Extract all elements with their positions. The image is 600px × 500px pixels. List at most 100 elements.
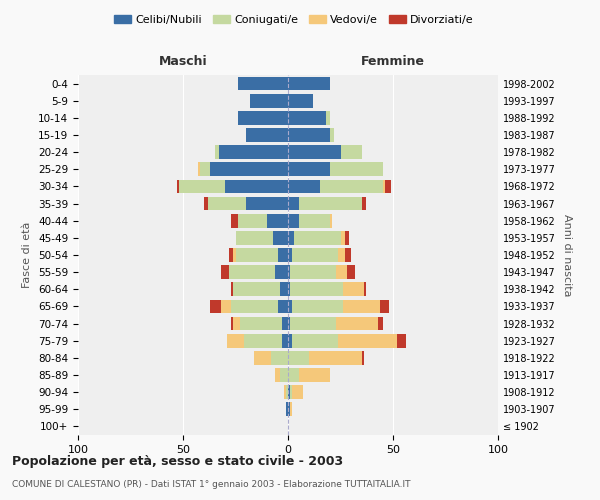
Bar bbox=[179, 180, 225, 194]
Bar bbox=[290, 266, 337, 279]
Bar bbox=[288, 316, 290, 330]
Bar bbox=[288, 368, 299, 382]
Bar bbox=[288, 300, 292, 314]
Bar bbox=[238, 214, 267, 228]
Bar bbox=[232, 300, 277, 314]
Bar bbox=[218, 146, 288, 159]
Text: Femmine: Femmine bbox=[361, 55, 425, 68]
Bar bbox=[290, 316, 337, 330]
Bar bbox=[330, 162, 383, 176]
Legend: Celibi/Nubili, Coniugati/e, Vedovi/e, Divorziati/e: Celibi/Nubili, Coniugati/e, Vedovi/e, Di… bbox=[110, 10, 478, 29]
Bar bbox=[215, 146, 218, 159]
Bar bbox=[341, 146, 361, 159]
Bar bbox=[299, 196, 361, 210]
Bar bbox=[235, 248, 277, 262]
Bar bbox=[345, 248, 351, 262]
Bar bbox=[225, 180, 288, 194]
Text: Maschi: Maschi bbox=[158, 55, 208, 68]
Bar bbox=[282, 316, 288, 330]
Bar bbox=[229, 248, 233, 262]
Bar bbox=[176, 180, 179, 194]
Bar bbox=[338, 248, 345, 262]
Bar bbox=[198, 162, 200, 176]
Bar bbox=[288, 402, 290, 416]
Bar bbox=[288, 214, 299, 228]
Bar bbox=[288, 351, 309, 364]
Bar bbox=[290, 282, 343, 296]
Bar bbox=[246, 128, 288, 142]
Bar bbox=[274, 231, 288, 244]
Bar bbox=[385, 180, 391, 194]
Bar bbox=[221, 300, 232, 314]
Bar bbox=[397, 334, 406, 347]
Bar bbox=[280, 368, 288, 382]
Bar bbox=[235, 231, 274, 244]
Bar bbox=[361, 351, 364, 364]
Bar bbox=[229, 266, 275, 279]
Bar bbox=[338, 334, 397, 347]
Text: COMUNE DI CALESTANO (PR) - Dati ISTAT 1° gennaio 2003 - Elaborazione TUTTAITALIA: COMUNE DI CALESTANO (PR) - Dati ISTAT 1°… bbox=[12, 480, 410, 489]
Bar bbox=[210, 300, 221, 314]
Bar bbox=[286, 386, 288, 399]
Bar bbox=[288, 231, 295, 244]
Bar bbox=[288, 111, 326, 124]
Bar bbox=[288, 180, 320, 194]
Bar bbox=[221, 266, 229, 279]
Bar bbox=[282, 334, 288, 347]
Bar bbox=[288, 128, 330, 142]
Bar bbox=[227, 334, 244, 347]
Bar bbox=[343, 282, 364, 296]
Bar bbox=[200, 162, 210, 176]
Bar bbox=[284, 386, 286, 399]
Bar bbox=[320, 180, 383, 194]
Y-axis label: Anni di nascita: Anni di nascita bbox=[562, 214, 572, 296]
Bar bbox=[233, 282, 280, 296]
Bar bbox=[299, 368, 330, 382]
Bar bbox=[295, 231, 341, 244]
Bar bbox=[288, 334, 292, 347]
Bar bbox=[326, 111, 330, 124]
Bar bbox=[288, 282, 290, 296]
Bar bbox=[361, 196, 366, 210]
Bar bbox=[290, 386, 292, 399]
Bar bbox=[292, 334, 338, 347]
Bar bbox=[337, 316, 379, 330]
Y-axis label: Fasce di età: Fasce di età bbox=[22, 222, 32, 288]
Bar bbox=[275, 368, 280, 382]
Bar bbox=[267, 214, 288, 228]
Text: Popolazione per età, sesso e stato civile - 2003: Popolazione per età, sesso e stato civil… bbox=[12, 455, 343, 468]
Bar bbox=[271, 351, 288, 364]
Bar bbox=[244, 334, 282, 347]
Bar bbox=[288, 146, 341, 159]
Bar bbox=[280, 282, 288, 296]
Bar bbox=[292, 248, 338, 262]
Bar bbox=[330, 214, 332, 228]
Bar bbox=[232, 316, 233, 330]
Bar bbox=[347, 266, 355, 279]
Bar bbox=[233, 248, 235, 262]
Bar bbox=[330, 128, 334, 142]
Bar bbox=[240, 316, 282, 330]
Bar bbox=[277, 300, 288, 314]
Bar bbox=[290, 402, 292, 416]
Bar bbox=[380, 300, 389, 314]
Bar bbox=[238, 111, 288, 124]
Bar bbox=[208, 196, 246, 210]
Bar bbox=[288, 196, 299, 210]
Bar bbox=[345, 231, 349, 244]
Bar bbox=[337, 266, 347, 279]
Bar bbox=[379, 316, 383, 330]
Bar bbox=[288, 76, 330, 90]
Bar bbox=[288, 386, 290, 399]
Bar bbox=[309, 351, 361, 364]
Bar bbox=[210, 162, 288, 176]
Bar bbox=[238, 76, 288, 90]
Bar bbox=[277, 248, 288, 262]
Bar bbox=[383, 180, 385, 194]
Bar bbox=[288, 266, 290, 279]
Bar bbox=[299, 214, 330, 228]
Bar bbox=[275, 266, 288, 279]
Bar bbox=[286, 402, 288, 416]
Bar bbox=[343, 300, 380, 314]
Bar bbox=[250, 94, 288, 108]
